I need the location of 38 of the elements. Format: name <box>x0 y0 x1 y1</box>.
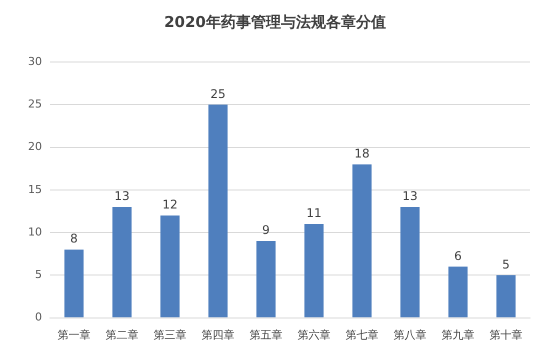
bar <box>208 104 228 318</box>
data-label: 11 <box>306 206 322 220</box>
x-tick-label: 第二章 <box>106 328 138 342</box>
y-tick-label: 0 <box>34 310 42 324</box>
data-label: 13 <box>402 189 418 204</box>
y-tick-label: 15 <box>28 182 42 196</box>
data-label: 8 <box>70 232 78 246</box>
bar <box>256 241 276 318</box>
chart-title: 2020年药事管理与法规各章分值 <box>164 12 386 31</box>
x-tick-label: 第一章 <box>57 328 90 342</box>
data-label: 9 <box>262 223 270 238</box>
bar <box>64 250 84 318</box>
y-tick-label: 10 <box>28 225 42 238</box>
bar <box>496 275 516 318</box>
bar <box>112 206 132 318</box>
bar <box>352 164 372 318</box>
data-label: 6 <box>454 248 462 263</box>
x-tick-label: 第五章 <box>250 328 282 342</box>
data-label: 25 <box>210 86 226 101</box>
y-tick-label: 5 <box>34 268 42 282</box>
y-tick-label: 25 <box>28 97 42 110</box>
x-tick-label: 第三章 <box>154 328 186 342</box>
bar <box>304 224 324 318</box>
x-tick-label: 第九章 <box>442 328 474 342</box>
data-label: 5 <box>502 257 510 272</box>
data-label: 13 <box>114 189 130 204</box>
x-tick-label: 第八章 <box>394 328 426 342</box>
x-tick-label: 第六章 <box>298 328 330 342</box>
x-tick-label: 第四章 <box>202 328 234 342</box>
data-label: 12 <box>162 198 178 212</box>
bar <box>160 215 180 318</box>
y-tick-label: 30 <box>28 54 42 68</box>
x-tick-label: 第七章 <box>346 328 378 342</box>
y-tick-label: 20 <box>28 140 42 154</box>
x-tick-label: 第十章 <box>490 328 522 342</box>
data-label: 18 <box>354 146 370 160</box>
bar <box>400 206 420 318</box>
bar <box>448 266 468 318</box>
